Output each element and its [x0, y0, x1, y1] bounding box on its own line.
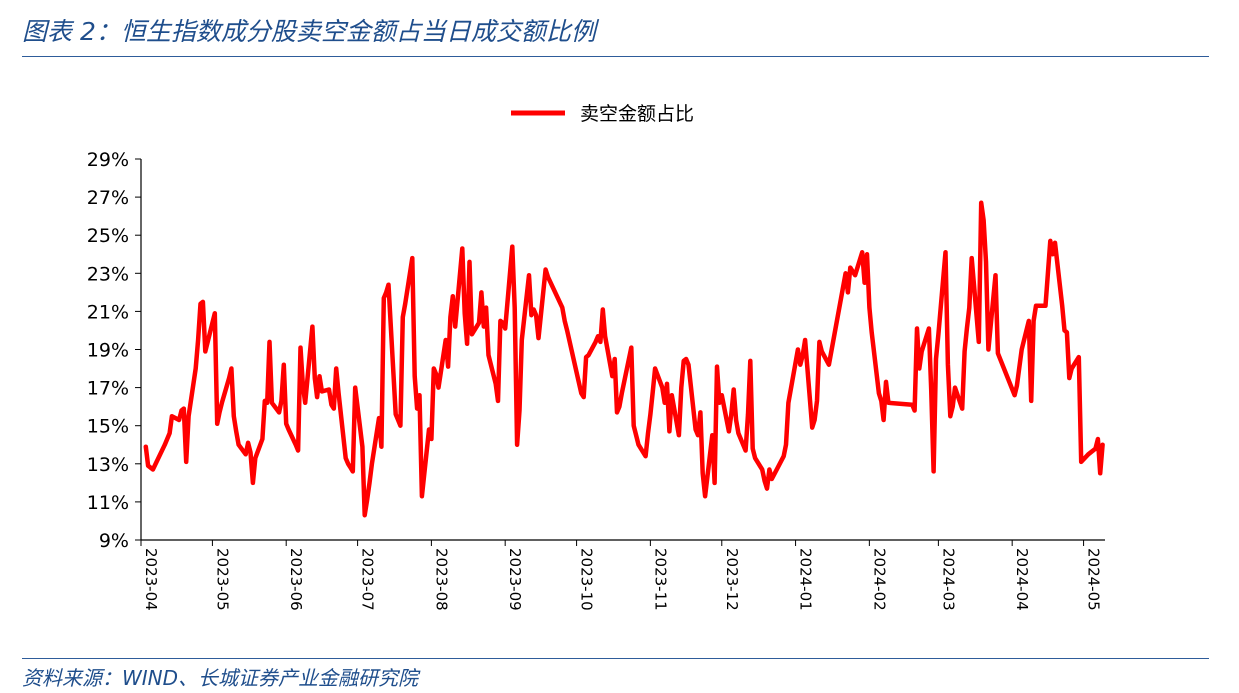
footer-divider: [22, 658, 1209, 659]
y-tick-label: 27%: [87, 187, 129, 209]
y-tick-label: 11%: [87, 492, 129, 514]
y-tick-label: 29%: [87, 149, 129, 171]
y-tick-label: 21%: [87, 301, 129, 323]
x-tick-label: 2023-09: [506, 548, 524, 611]
x-tick-label: 2024-02: [870, 548, 888, 611]
x-axis: 2023-04 2023-05 2023-06 2023-07 2023-08 2023-…: [140, 539, 1105, 611]
y-tick-label: 23%: [87, 263, 129, 285]
x-tick-label: 2024-05: [1085, 548, 1103, 611]
x-tick-label: 2023-05: [213, 548, 231, 611]
figure-title: 图表 2：恒生指数成分股卖空金额占当日成交额比例: [22, 17, 596, 46]
y-tick-label: 25%: [87, 225, 129, 247]
x-tick-label: 2023-06: [287, 548, 305, 611]
title-divider: [22, 56, 1209, 57]
source-note: 资料来源：WIND、长城证券产业金融研究院: [22, 666, 419, 690]
x-tick-label: 2023-07: [359, 548, 377, 611]
y-tick-label: 17%: [87, 378, 129, 400]
x-tick-label: 2024-03: [939, 548, 957, 611]
legend-label: 卖空金额占比: [580, 103, 694, 125]
x-tick-label: 2024-04: [1013, 548, 1031, 611]
x-tick-label: 2023-12: [723, 548, 741, 611]
series-line: [143, 200, 1105, 518]
legend: 卖空金额占比: [511, 103, 694, 125]
y-tick-label: 13%: [87, 454, 129, 476]
plot-area: [143, 200, 1105, 518]
x-tick-label: 2023-08: [432, 548, 450, 611]
y-tick-label: 19%: [87, 340, 129, 362]
y-tick-label: 15%: [87, 416, 129, 438]
y-tick-label: 9%: [99, 530, 129, 552]
y-axis: 9% 11% 13% 15% 17% 19% 21% 23% 25% 27% 29%: [87, 149, 142, 552]
x-tick-label: 2023-04: [142, 548, 160, 611]
x-tick-label: 2023-10: [578, 548, 596, 611]
x-tick-label: 2024-01: [797, 548, 815, 611]
x-tick-label: 2023-11: [651, 548, 669, 611]
